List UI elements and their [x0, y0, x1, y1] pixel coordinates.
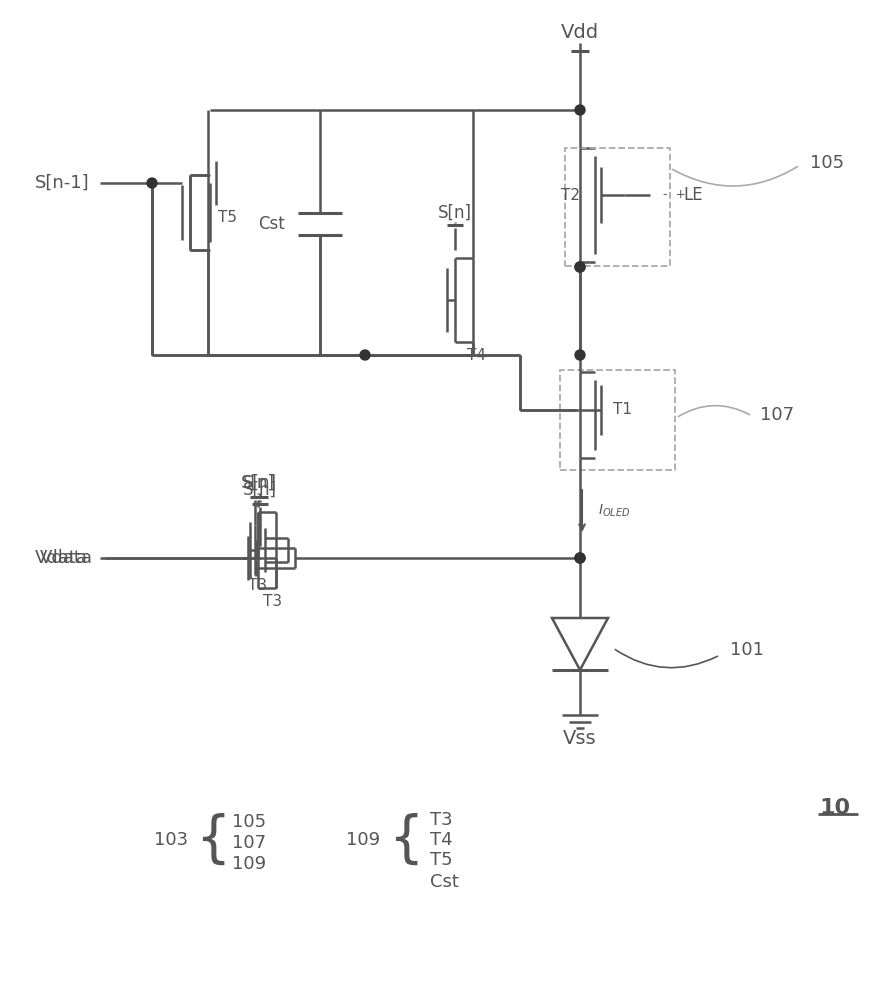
Text: 109: 109	[232, 855, 266, 873]
Circle shape	[575, 262, 585, 272]
Text: T3: T3	[249, 578, 268, 593]
Circle shape	[575, 350, 585, 360]
Text: 103: 103	[154, 831, 188, 849]
Text: T3: T3	[263, 594, 283, 609]
Circle shape	[575, 262, 585, 272]
Text: T4: T4	[467, 349, 486, 363]
Text: T3: T3	[430, 811, 452, 829]
Text: 101: 101	[730, 641, 764, 659]
Text: 105: 105	[810, 154, 844, 172]
Text: 105: 105	[232, 813, 266, 831]
Bar	[565, 148, 670, 266]
Circle shape	[360, 350, 370, 360]
Text: 109: 109	[346, 831, 380, 849]
Text: T5: T5	[430, 851, 452, 869]
Text: {: {	[388, 813, 424, 867]
Text: LE: LE	[683, 186, 703, 204]
Text: S[n]: S[n]	[243, 481, 277, 499]
Text: 107: 107	[232, 834, 266, 852]
Text: 10: 10	[820, 798, 851, 818]
Text: S[n]: S[n]	[438, 204, 472, 222]
Text: Cst: Cst	[430, 873, 458, 891]
Text: T5: T5	[218, 210, 237, 225]
Text: S[n-1]: S[n-1]	[35, 174, 89, 192]
Text: T2: T2	[561, 188, 580, 202]
Text: $I_{OLED}$: $I_{OLED}$	[598, 503, 631, 519]
Text: T1: T1	[613, 402, 632, 418]
Text: Vdata: Vdata	[35, 549, 88, 567]
Text: T4: T4	[430, 831, 452, 849]
Text: Cst: Cst	[259, 215, 285, 233]
Bar	[560, 370, 675, 470]
Text: S[n]: S[n]	[241, 474, 275, 492]
Polygon shape	[552, 618, 608, 670]
Circle shape	[575, 105, 585, 115]
Circle shape	[575, 553, 585, 563]
Circle shape	[575, 553, 585, 563]
Text: -  +: - +	[663, 188, 686, 202]
Circle shape	[147, 178, 157, 188]
Text: Vss: Vss	[563, 728, 597, 748]
Text: 107: 107	[760, 406, 794, 424]
Text: S[n]: S[n]	[243, 474, 277, 492]
Text: Vdd: Vdd	[561, 22, 599, 41]
Text: Vdata: Vdata	[40, 549, 93, 567]
Text: {: {	[195, 813, 230, 867]
